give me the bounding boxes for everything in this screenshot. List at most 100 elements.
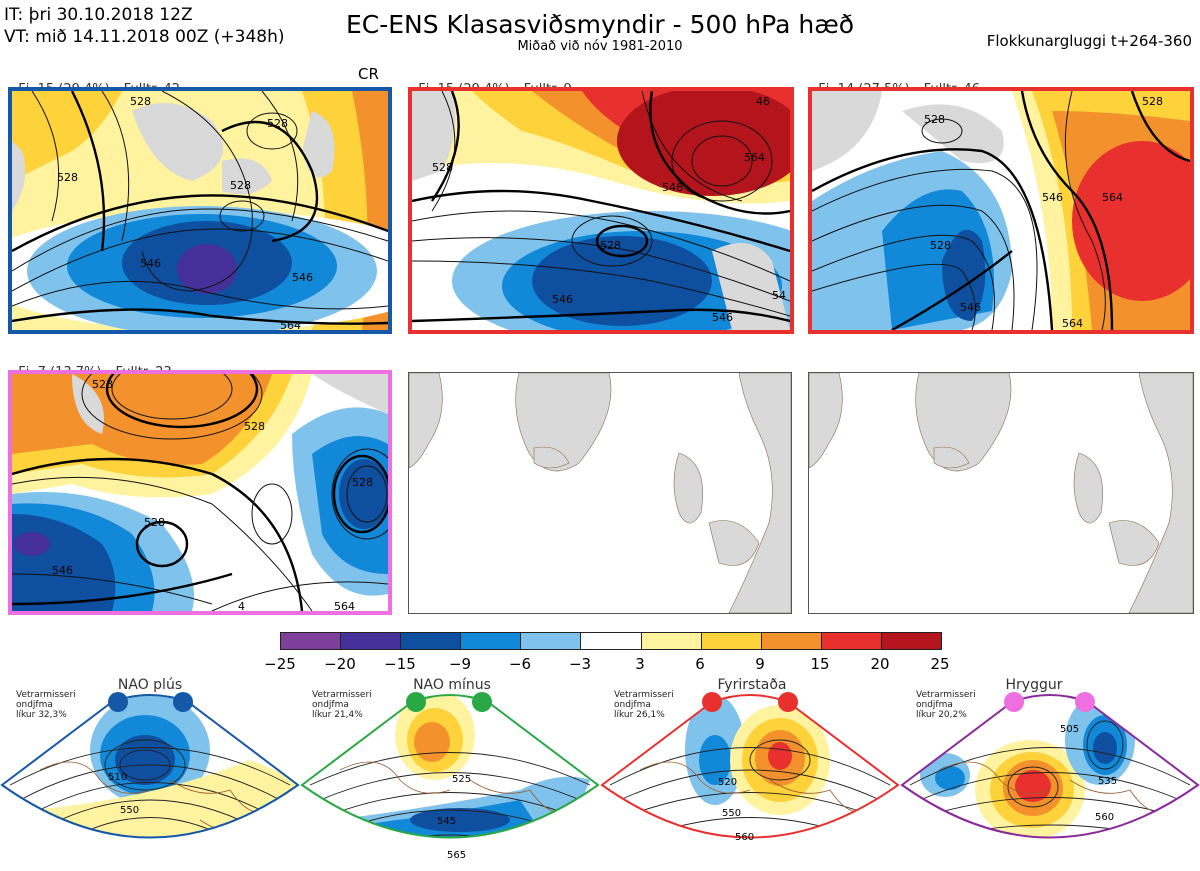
cluster-1-contour-label: 528: [230, 179, 251, 192]
cluster-4-contour-label: 564: [334, 600, 355, 611]
colorbar-swatch: [341, 633, 402, 649]
colorbar-swatch: [281, 633, 342, 649]
header-times: IT: þri 30.10.2018 12Z VT: mið 14.11.201…: [4, 4, 285, 48]
regime-4-note: Vetrarmisseri ondjfma líkur 20,2%: [916, 690, 976, 720]
regime-2-contour-label: 525: [452, 774, 471, 785]
colorbar-tick: −15: [384, 655, 416, 673]
cluster-3-contour-label: 546: [1042, 191, 1063, 204]
cluster-4-map: 528 528 528 546 528 564 4: [8, 370, 392, 615]
cluster-4-anomaly-field: 528 528 528 546 528 564 4: [12, 374, 388, 611]
cluster-3-anomaly-field: 528 528 546 564 528 546 564: [812, 91, 1190, 330]
regime-2-marker: [406, 692, 426, 712]
regime-4-contour-label: 505: [1060, 724, 1079, 735]
cluster-4-contour-label: 528: [244, 420, 265, 433]
regime-3-marker: [778, 692, 798, 712]
regime-4-map: 505 535 560: [900, 694, 1200, 839]
cluster-3-contour-label: 528: [1142, 95, 1163, 108]
colorbar-swatch: [641, 633, 702, 649]
cluster-2-anomaly-field: 528 546 564 528 546 546 54 46: [412, 91, 790, 330]
colorbar-tick: 3: [635, 655, 645, 673]
cluster-3-contour-label: 564: [1102, 191, 1123, 204]
cluster-1-contour-label: 528: [267, 117, 288, 130]
regime-1-marker: [108, 692, 128, 712]
regime-2-marker: [472, 692, 492, 712]
cluster-1-tag: CR: [358, 65, 379, 83]
regime-4-marker: [1004, 692, 1024, 712]
cluster-2-contour-label: 528: [600, 239, 621, 252]
regime-1-contour-label: 550: [120, 805, 139, 816]
cluster-2-contour-label: 546: [712, 311, 733, 324]
regime-4-contour-label: 560: [1095, 812, 1114, 823]
cluster-2-contour-label: 564: [744, 151, 765, 164]
colorbar-tick: 6: [695, 655, 705, 673]
cluster-3-contour-label: 564: [1062, 317, 1083, 330]
cluster-4-contour-label: 4: [238, 600, 245, 611]
cluster-1-contour-label: 546: [292, 271, 313, 284]
cluster-1-contour-label: 546: [140, 257, 161, 270]
cluster-1-contour-label: 528: [57, 171, 78, 184]
regime-1-contour-label: 510: [108, 772, 127, 783]
cluster-2-contour-label: 528: [432, 161, 453, 174]
regime-2-title: NAO mínus: [413, 677, 491, 693]
cluster-3-map: 528 528 546 564 528 546 564: [808, 87, 1194, 334]
cluster-1-map: 528 528 528 546 546 564 528: [8, 87, 392, 334]
regime-2-map: 525 545 565: [300, 694, 600, 861]
cluster-1-contour-label: 564: [280, 319, 301, 330]
colorbar-tick: 15: [810, 655, 830, 673]
regime-3-note: Vetrarmisseri ondjfma líkur 26,1%: [614, 690, 674, 720]
regime-3-contour-label: 560: [735, 832, 754, 843]
regime-1-map: 510 550: [0, 694, 300, 839]
cluster-2-contour-label: 546: [662, 181, 683, 194]
cluster-1-anomaly-field: 528 528 528 546 546 564 528: [12, 91, 388, 330]
regime-3-marker: [702, 692, 722, 712]
colorbar-tick: −3: [568, 655, 592, 673]
classification-window: Flokkunargluggi t+264-360: [986, 32, 1192, 50]
colorbar-tick: −25: [264, 655, 296, 673]
colorbar-tick: −20: [324, 655, 356, 673]
regime-3-map: 520 550 560: [600, 694, 900, 843]
colorbar-swatch: [701, 633, 762, 649]
init-time: IT: þri 30.10.2018 12Z: [4, 5, 193, 25]
cluster-2-contour-label: 46: [756, 95, 770, 108]
empty-map-6-coastline: [809, 373, 1193, 613]
cluster-2-contour-label: 546: [552, 293, 573, 306]
colorbar: [280, 632, 942, 650]
colorbar-swatch: [401, 633, 462, 649]
colorbar-swatch: [761, 633, 822, 649]
colorbar-tick: 25: [930, 655, 950, 673]
colorbar-swatch: [821, 633, 882, 649]
cluster-2-contour-label: 54: [772, 289, 786, 302]
colorbar-swatch: [461, 633, 522, 649]
regime-1-note: Vetrarmisseri ondjfma líkur 32,3%: [16, 690, 76, 720]
cluster-4-contour-label: 528: [144, 516, 165, 529]
regime-3-title: Fyrirstaða: [717, 677, 787, 693]
colorbar-swatch: [581, 633, 642, 649]
regime-2-contour-label: 565: [447, 850, 466, 861]
page-subtitle: Miðað við nóv 1981-2010: [517, 39, 683, 54]
colorbar-tick: 20: [870, 655, 890, 673]
regime-1-marker: [173, 692, 193, 712]
page-title: EC-ENS Klasasviðsmyndir - 500 hPa hæð: [345, 10, 855, 39]
cluster-4-contour-label: 546: [52, 564, 73, 577]
cluster-2-map: 528 546 564 528 546 546 54 46: [408, 87, 794, 334]
cluster-3-contour-label: 546: [960, 301, 981, 314]
colorbar-swatch: [521, 633, 582, 649]
regime-1-title: NAO plús: [117, 677, 183, 693]
cluster-4-contour-label: 528: [92, 378, 113, 391]
cluster-4-contour-label: 528: [352, 476, 373, 489]
colorbar-tick: −6: [508, 655, 532, 673]
regime-4-contour-label: 535: [1098, 776, 1117, 787]
regime-3-contour-label: 550: [722, 808, 741, 819]
regime-2-contour-label: 545: [437, 816, 456, 827]
colorbar-tick: −9: [448, 655, 472, 673]
cluster-1-contour-label: 528: [130, 95, 151, 108]
regime-4-title: Hryggur: [1005, 677, 1063, 693]
empty-map-5: [408, 372, 792, 614]
colorbar-tick: 9: [755, 655, 765, 673]
empty-map-6: [808, 372, 1194, 614]
valid-time: VT: mið 14.11.2018 00Z (+348h): [4, 27, 285, 47]
cluster-3-contour-label: 528: [930, 239, 951, 252]
regime-4-marker: [1075, 692, 1095, 712]
empty-map-5-coastline: [409, 373, 791, 613]
colorbar-swatch: [881, 633, 942, 649]
